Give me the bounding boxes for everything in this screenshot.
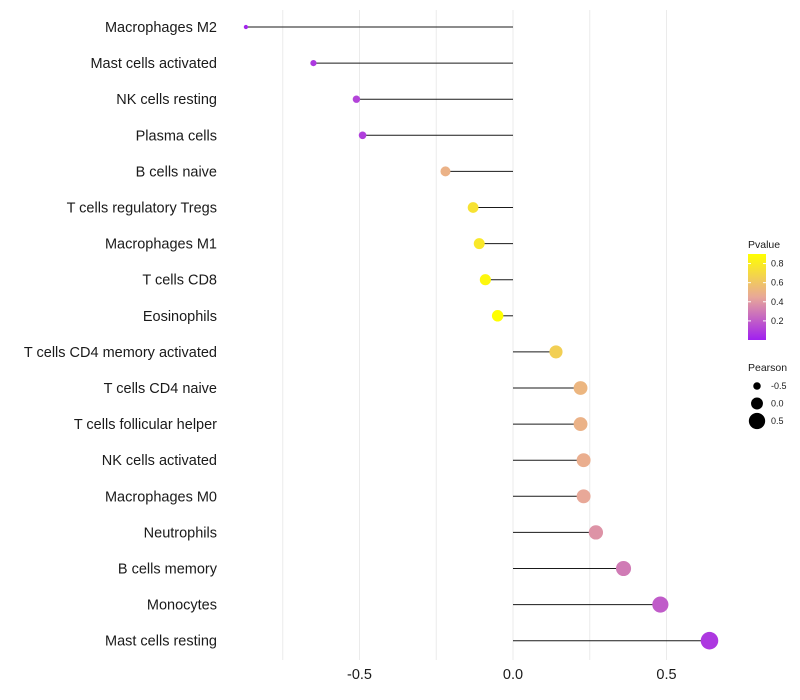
color-tick-label: 0.8 bbox=[771, 259, 784, 269]
size-key-dot bbox=[748, 412, 766, 430]
lollipop-dot bbox=[615, 560, 632, 577]
color-legend-title: Pvalue bbox=[748, 239, 780, 251]
lollipop-dot bbox=[358, 131, 367, 140]
lollipop-dot bbox=[573, 417, 588, 432]
lollipop-dot bbox=[652, 596, 669, 613]
lollipop-dot bbox=[467, 202, 479, 213]
lollipop-dot bbox=[310, 60, 317, 67]
lollipop-dot bbox=[352, 95, 361, 103]
category-label: Monocytes bbox=[147, 598, 217, 614]
category-label: Macrophages M1 bbox=[105, 237, 217, 253]
lollipop-dot bbox=[243, 24, 249, 30]
size-key-label: 0.5 bbox=[771, 416, 784, 426]
category-label: Eosinophils bbox=[143, 309, 217, 325]
category-label: Mast cells activated bbox=[90, 56, 217, 72]
x-tick-label: 0.5 bbox=[656, 667, 676, 683]
category-label: T cells CD4 memory activated bbox=[24, 345, 217, 361]
color-tick-label: 0.6 bbox=[771, 278, 784, 288]
x-tick-label: 0.0 bbox=[503, 667, 523, 683]
legend: Pvalue 0.8 0.6 0.4 0.2 Pearson -0.5 0.0 0.5 bbox=[748, 239, 787, 430]
size-key-label: 0.0 bbox=[771, 399, 784, 409]
lollipop-dot bbox=[473, 238, 485, 250]
x-tick-label: -0.5 bbox=[347, 667, 372, 683]
lollipop-dot bbox=[491, 310, 504, 322]
color-bar bbox=[748, 254, 766, 340]
lollipop-dot bbox=[700, 631, 719, 650]
lollipop-dot bbox=[576, 453, 591, 468]
category-label: T cells CD4 naive bbox=[104, 381, 217, 397]
size-key-dot bbox=[751, 397, 763, 410]
category-label: Macrophages M2 bbox=[105, 20, 217, 36]
grid-lines bbox=[282, 10, 667, 660]
category-label: Mast cells resting bbox=[105, 634, 217, 650]
category-label: Plasma cells bbox=[136, 128, 217, 144]
size-legend-title: Pearson bbox=[748, 362, 787, 374]
x-axis-ticks: -0.5 0.0 0.5 bbox=[347, 667, 677, 683]
category-label: NK cells resting bbox=[116, 92, 217, 108]
size-legend-keys: -0.5 0.0 0.5 bbox=[748, 381, 787, 430]
size-key-label: -0.5 bbox=[771, 381, 787, 391]
category-label: B cells naive bbox=[136, 164, 217, 180]
lollipop-dots bbox=[243, 24, 719, 650]
color-legend-ticks: 0.8 0.6 0.4 0.2 bbox=[748, 259, 784, 326]
lollipop-dot bbox=[549, 345, 563, 359]
lollipop-dot bbox=[576, 489, 591, 504]
category-label: B cells memory bbox=[118, 562, 218, 578]
lollipop-dot bbox=[573, 381, 588, 395]
size-key-dot bbox=[753, 382, 761, 390]
category-label: T cells follicular helper bbox=[74, 417, 217, 433]
lollipop-dot bbox=[588, 525, 604, 540]
category-label: Neutrophils bbox=[144, 525, 217, 541]
category-label: NK cells activated bbox=[102, 453, 217, 469]
color-tick-label: 0.4 bbox=[771, 297, 784, 307]
lollipop-dot bbox=[440, 166, 451, 177]
category-label: T cells CD8 bbox=[142, 273, 217, 289]
y-axis-labels: Macrophages M2 Mast cells activated NK cel… bbox=[24, 20, 218, 650]
color-tick-label: 0.2 bbox=[771, 316, 784, 326]
category-label: Macrophages M0 bbox=[105, 489, 217, 505]
lollipop-stems bbox=[245, 26, 710, 642]
lollipop-dot bbox=[479, 274, 491, 286]
category-label: T cells regulatory Tregs bbox=[67, 201, 217, 217]
